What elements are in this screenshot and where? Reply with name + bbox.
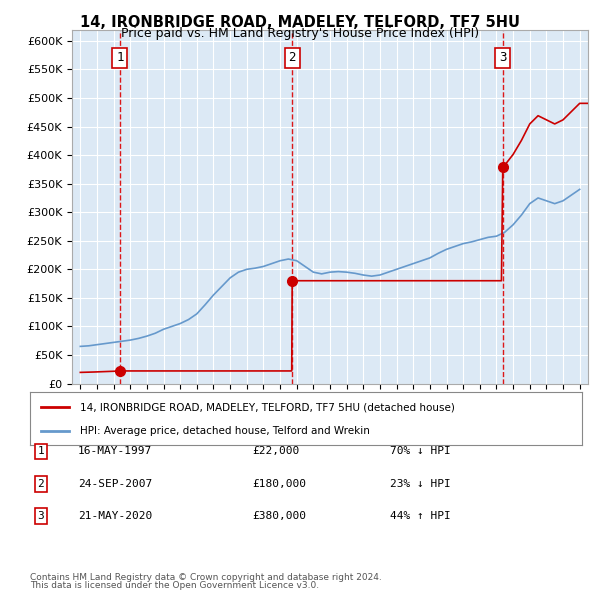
Text: 3: 3 — [37, 512, 44, 521]
Text: 1: 1 — [116, 51, 124, 64]
Text: 2: 2 — [289, 51, 296, 64]
Text: £380,000: £380,000 — [252, 512, 306, 521]
Text: Contains HM Land Registry data © Crown copyright and database right 2024.: Contains HM Land Registry data © Crown c… — [30, 572, 382, 582]
Text: 24-SEP-2007: 24-SEP-2007 — [78, 479, 152, 489]
Text: 44% ↑ HPI: 44% ↑ HPI — [390, 512, 451, 521]
Text: 16-MAY-1997: 16-MAY-1997 — [78, 447, 152, 456]
Text: 2: 2 — [37, 479, 44, 489]
Text: 14, IRONBRIDGE ROAD, MADELEY, TELFORD, TF7 5HU (detached house): 14, IRONBRIDGE ROAD, MADELEY, TELFORD, T… — [80, 402, 455, 412]
Text: 14, IRONBRIDGE ROAD, MADELEY, TELFORD, TF7 5HU: 14, IRONBRIDGE ROAD, MADELEY, TELFORD, T… — [80, 15, 520, 30]
Text: 23% ↓ HPI: 23% ↓ HPI — [390, 479, 451, 489]
Text: Price paid vs. HM Land Registry's House Price Index (HPI): Price paid vs. HM Land Registry's House … — [121, 27, 479, 40]
Text: £22,000: £22,000 — [252, 447, 299, 456]
Text: This data is licensed under the Open Government Licence v3.0.: This data is licensed under the Open Gov… — [30, 581, 319, 590]
Text: 1: 1 — [37, 447, 44, 456]
Text: HPI: Average price, detached house, Telford and Wrekin: HPI: Average price, detached house, Telf… — [80, 425, 370, 435]
Text: £180,000: £180,000 — [252, 479, 306, 489]
Text: 21-MAY-2020: 21-MAY-2020 — [78, 512, 152, 521]
Text: 3: 3 — [499, 51, 506, 64]
Text: 70% ↓ HPI: 70% ↓ HPI — [390, 447, 451, 456]
